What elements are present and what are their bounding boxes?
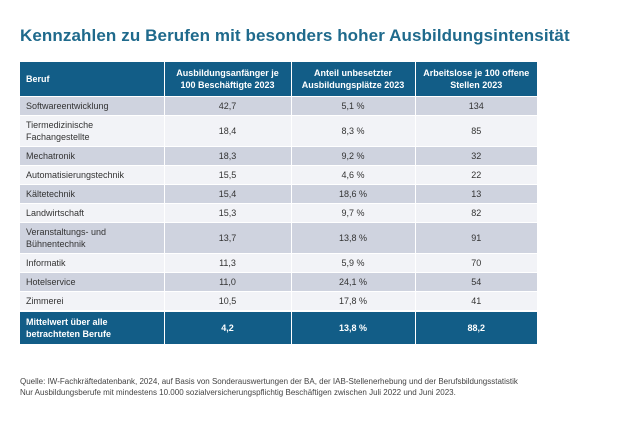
cell-beruf: Informatik — [20, 253, 165, 273]
footer-label: Mittelwert über alle betrachteten Berufe — [20, 310, 165, 344]
cell-unbesetzt: 13,8 % — [291, 222, 416, 254]
cell-beruf: Tiermedizinische Fachangestellte — [20, 115, 165, 147]
cell-arbeitslose: 82 — [415, 203, 537, 223]
cell-unbesetzt: 9,7 % — [291, 203, 416, 223]
footer-arbeitslose: 88,2 — [415, 310, 537, 344]
cell-arbeitslose: 41 — [415, 291, 537, 311]
cell-beruf: Mechatronik — [20, 146, 165, 166]
cell-anfaenger: 15,3 — [164, 203, 292, 223]
cell-unbesetzt: 18,6 % — [291, 184, 416, 204]
table-row: Softwareentwicklung 42,7 5,1 % 134 — [20, 96, 537, 116]
table-footer: Mittelwert über alle betrachteten Berufe… — [20, 310, 537, 344]
source-note: Quelle: IW-Fachkräftedatenbank, 2024, au… — [20, 376, 610, 398]
cell-anfaenger: 11,3 — [164, 253, 292, 273]
header-ausbildungsanfaenger: Ausbildungsanfänger je 100 Beschäftigte … — [164, 62, 292, 97]
table-row: Kältetechnik 15,4 18,6 % 13 — [20, 184, 537, 204]
table-body: Softwareentwicklung 42,7 5,1 % 134 Tiermediz… — [20, 96, 537, 311]
kennzahlen-table: Beruf Ausbildungsanfänger je 100 Beschäf… — [20, 62, 537, 344]
cell-anfaenger: 18,3 — [164, 146, 292, 166]
page-title: Kennzahlen zu Berufen mit besonders hohe… — [20, 26, 570, 45]
cell-unbesetzt: 8,3 % — [291, 115, 416, 147]
cell-unbesetzt: 9,2 % — [291, 146, 416, 166]
cell-arbeitslose: 22 — [415, 165, 537, 185]
table-row: Landwirtschaft 15,3 9,7 % 82 — [20, 203, 537, 223]
table-header-row: Beruf Ausbildungsanfänger je 100 Beschäf… — [20, 62, 537, 97]
cell-unbesetzt: 17,8 % — [291, 291, 416, 311]
cell-anfaenger: 15,4 — [164, 184, 292, 204]
cell-anfaenger: 15,5 — [164, 165, 292, 185]
cell-unbesetzt: 24,1 % — [291, 272, 416, 292]
cell-arbeitslose: 32 — [415, 146, 537, 166]
table-footer-row: Mittelwert über alle betrachteten Berufe… — [20, 310, 537, 344]
table-row: Mechatronik 18,3 9,2 % 32 — [20, 146, 537, 166]
footer-unbesetzt: 13,8 % — [291, 310, 416, 344]
table-row: Hotelservice 11,0 24,1 % 54 — [20, 272, 537, 292]
table-header: Beruf Ausbildungsanfänger je 100 Beschäf… — [20, 62, 537, 97]
kennzahlen-table-container: Beruf Ausbildungsanfänger je 100 Beschäf… — [20, 62, 537, 344]
cell-arbeitslose: 134 — [415, 96, 537, 116]
source-line-1: Quelle: IW-Fachkräftedatenbank, 2024, au… — [20, 377, 518, 386]
cell-beruf: Hotelservice — [20, 272, 165, 292]
cell-arbeitslose: 70 — [415, 253, 537, 273]
cell-arbeitslose: 85 — [415, 115, 537, 147]
source-line-2: Nur Ausbildungsberufe mit mindestens 10.… — [20, 388, 456, 397]
table-row: Zimmerei 10,5 17,8 % 41 — [20, 291, 537, 311]
cell-unbesetzt: 4,6 % — [291, 165, 416, 185]
cell-beruf: Landwirtschaft — [20, 203, 165, 223]
cell-arbeitslose: 54 — [415, 272, 537, 292]
table-row: Tiermedizinische Fachangestellte 18,4 8,3 … — [20, 115, 537, 147]
table-row: Automatisierungstechnik 15,5 4,6 % 22 — [20, 165, 537, 185]
table-row: Informatik 11,3 5,9 % 70 — [20, 253, 537, 273]
cell-anfaenger: 11,0 — [164, 272, 292, 292]
cell-anfaenger: 13,7 — [164, 222, 292, 254]
table-row: Veranstaltungs- und Bühnentechnik 13,7 13,… — [20, 222, 537, 254]
cell-arbeitslose: 91 — [415, 222, 537, 254]
cell-anfaenger: 18,4 — [164, 115, 292, 147]
header-arbeitslose: Arbeitslose je 100 offene Stellen 2023 — [415, 62, 537, 97]
cell-beruf: Automatisierungstechnik — [20, 165, 165, 185]
cell-arbeitslose: 13 — [415, 184, 537, 204]
cell-beruf: Kältetechnik — [20, 184, 165, 204]
footer-anfaenger: 4,2 — [164, 310, 292, 344]
cell-unbesetzt: 5,9 % — [291, 253, 416, 273]
cell-anfaenger: 42,7 — [164, 96, 292, 116]
cell-beruf: Veranstaltungs- und Bühnentechnik — [20, 222, 165, 254]
cell-anfaenger: 10,5 — [164, 291, 292, 311]
cell-beruf: Softwareentwicklung — [20, 96, 165, 116]
header-beruf: Beruf — [20, 62, 165, 97]
cell-beruf: Zimmerei — [20, 291, 165, 311]
cell-unbesetzt: 5,1 % — [291, 96, 416, 116]
header-unbesetzte-plaetze: Anteil unbesetzter Ausbildungsplätze 202… — [291, 62, 416, 97]
